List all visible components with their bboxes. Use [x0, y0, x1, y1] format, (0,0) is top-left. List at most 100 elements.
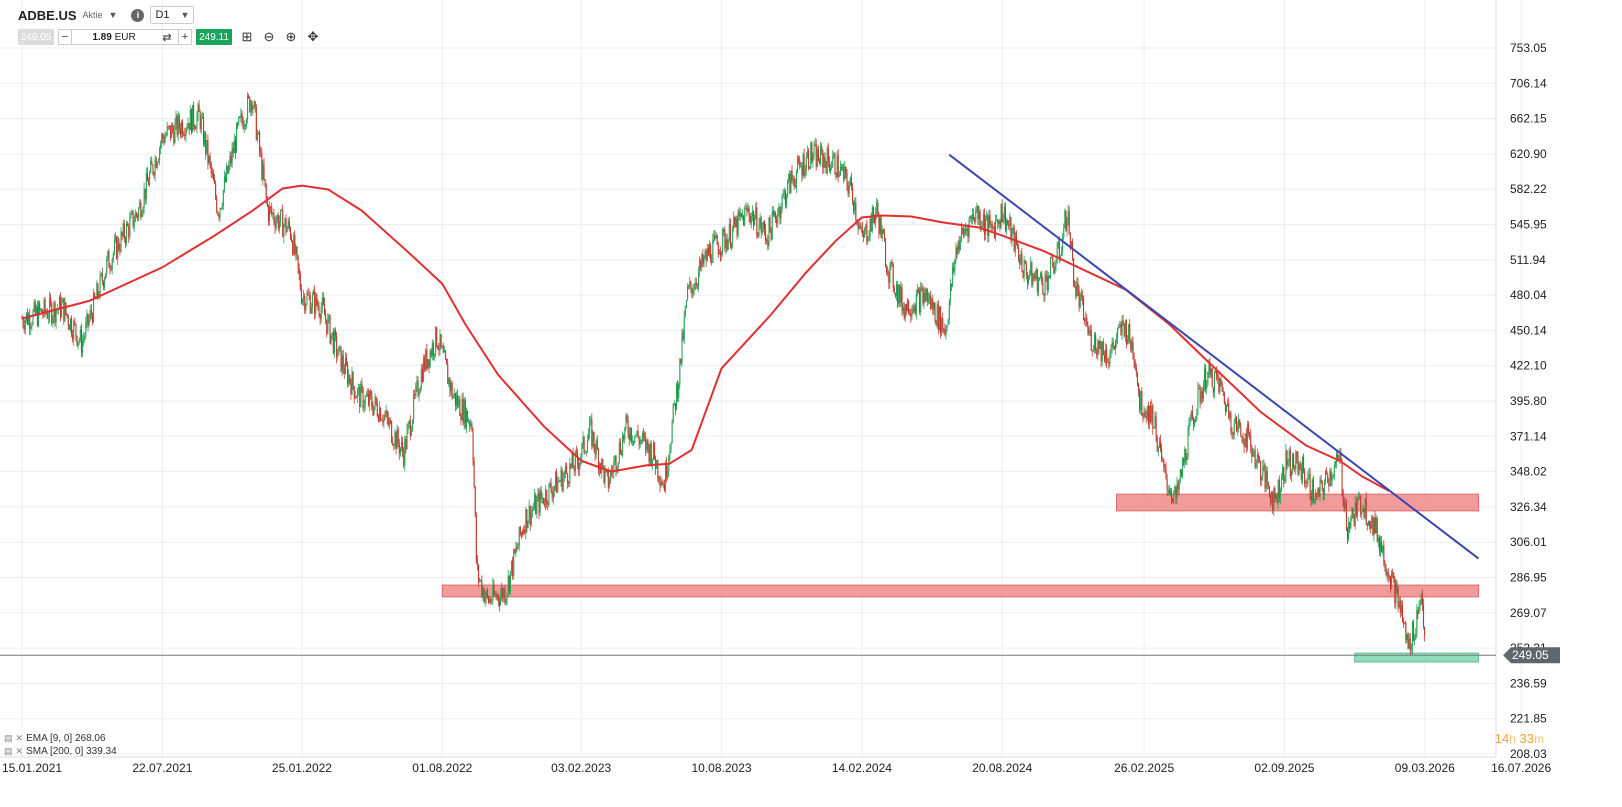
candle-body: [624, 427, 626, 440]
time-tick-label: 09.03.2026: [1395, 761, 1455, 775]
candle-body: [449, 378, 451, 391]
candlestick-type-icon[interactable]: ⊞: [241, 29, 253, 44]
candle-body: [42, 314, 44, 316]
candle-body: [575, 451, 577, 453]
indicator-settings-icon[interactable]: ▤: [4, 733, 13, 743]
candle-body: [1067, 211, 1069, 221]
quantity-input[interactable]: 1.89 EUR: [72, 32, 156, 43]
candle-body: [296, 246, 298, 256]
candle-body: [883, 234, 885, 242]
candle-body: [237, 123, 239, 125]
quantity-increase-button[interactable]: +: [178, 30, 191, 44]
remove-indicator-icon[interactable]: ✕: [15, 733, 24, 743]
candle-body: [437, 346, 439, 350]
candle-body: [1372, 516, 1374, 536]
candle-body: [937, 304, 939, 330]
buy-button[interactable]: 249.11: [196, 29, 232, 45]
candle-body: [421, 369, 423, 382]
candle-body: [131, 210, 133, 214]
candle-body: [683, 316, 685, 340]
candle-body: [1374, 517, 1376, 534]
candle-body: [843, 166, 845, 180]
candle-body: [875, 212, 877, 223]
move-icon[interactable]: ✥: [307, 29, 319, 44]
current-price-marker[interactable]: 249.05: [1503, 647, 1560, 664]
candle-body: [864, 228, 866, 238]
quantity-decrease-button[interactable]: −: [59, 30, 72, 44]
candle-body: [83, 338, 85, 341]
zoom-out-icon[interactable]: ⊖: [263, 29, 275, 44]
candle-body: [798, 158, 800, 161]
candle-body: [1286, 450, 1288, 466]
candle-body: [1149, 405, 1151, 425]
symbol-name[interactable]: ADBE.US: [18, 7, 77, 23]
time-tick-label: 03.02.2023: [551, 761, 611, 775]
candle-body: [1273, 488, 1275, 510]
candle-body: [597, 449, 599, 471]
candle-body: [225, 176, 227, 182]
trade-toolbar: 249.05 − 1.89 EUR ⇄ + 249.11 ⊞ ⊖ ⊕ ✥: [18, 29, 320, 45]
candle-body: [868, 236, 870, 240]
candle-body: [1227, 402, 1229, 406]
candle-body: [1369, 521, 1371, 526]
candle-body: [1399, 600, 1401, 614]
candle-body: [578, 462, 580, 471]
remove-indicator-icon[interactable]: ✕: [15, 746, 24, 756]
time-tick-label: 25.01.2022: [272, 761, 332, 775]
candle-body: [1345, 503, 1347, 528]
candle-body: [1284, 479, 1286, 482]
candle-body: [633, 440, 635, 443]
candle-body: [1146, 406, 1148, 419]
candle-body: [405, 438, 407, 450]
symbol-dropdown-icon[interactable]: ▼: [108, 10, 118, 20]
candle-body: [1130, 340, 1132, 351]
price-tick-label: 221.85: [1510, 712, 1547, 726]
candle-body: [233, 140, 235, 154]
candle-body: [1235, 416, 1237, 431]
candle-body: [902, 307, 904, 311]
candle-body: [447, 364, 449, 384]
candle-body: [1294, 466, 1296, 470]
candle-body: [185, 128, 187, 137]
candle-body: [1037, 279, 1039, 292]
candle-body: [1014, 233, 1016, 251]
time-tick-label: 10.08.2023: [692, 761, 752, 775]
candle-body: [501, 587, 503, 596]
zoom-in-icon[interactable]: ⊕: [285, 29, 297, 44]
candle-body: [1189, 417, 1191, 421]
candle-body: [473, 461, 475, 487]
swap-icon[interactable]: ⇄: [162, 31, 172, 44]
sell-button[interactable]: 249.05: [18, 29, 54, 45]
candle-body: [1102, 341, 1104, 355]
candle-body: [967, 228, 969, 238]
candle-body: [817, 149, 819, 161]
candle-body: [208, 156, 210, 163]
candle-body: [302, 299, 304, 303]
candle-body: [989, 215, 991, 225]
candle-body: [831, 166, 833, 168]
candle-body: [649, 443, 651, 462]
timeframe-select[interactable]: D1 ▼: [150, 6, 195, 24]
candle-body: [214, 180, 216, 184]
candle-body: [788, 174, 790, 181]
candle-body: [321, 297, 323, 308]
candle-body: [423, 358, 425, 382]
candle-body: [528, 505, 530, 522]
candle-body: [1097, 340, 1099, 356]
candle-body: [790, 171, 792, 193]
candle-body: [1350, 518, 1352, 529]
candle-body: [1086, 317, 1088, 326]
candle-body: [1193, 417, 1195, 425]
candle-body: [828, 161, 830, 172]
quantity-stepper[interactable]: − 1.89 EUR ⇄ +: [58, 29, 192, 45]
indicator-settings-icon[interactable]: ▤: [4, 746, 13, 756]
candle-body: [327, 317, 329, 334]
candle-body: [1330, 470, 1332, 481]
candle-body: [651, 458, 653, 466]
candle-body: [113, 240, 115, 253]
candle-body: [632, 440, 634, 442]
candle-body: [1025, 264, 1027, 276]
info-icon[interactable]: i: [131, 8, 145, 22]
candle-body: [970, 216, 972, 219]
